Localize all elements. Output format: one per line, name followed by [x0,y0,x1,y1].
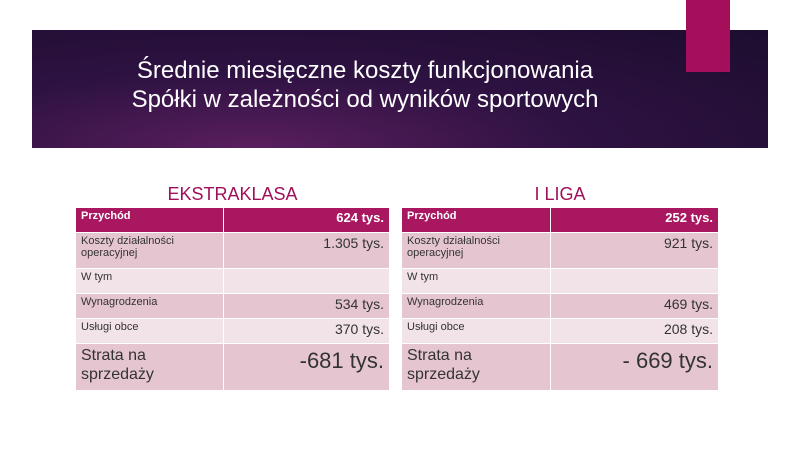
table-heading: EKSTRAKLASA [167,184,298,204]
row-label: Strata na sprzedaży [76,343,224,391]
row-value: 1.305 tys. [222,232,389,269]
table-row: Koszty działalności operacyjnej 1.305 tys… [76,232,389,269]
row-value: 921 tys. [550,232,718,269]
table-row: Wynagrodzenia 534 tys. [76,293,389,319]
data-table: Przychód 624 tys. Koszty działalności oper… [76,208,389,391]
row-value: 252 tys. [550,208,718,233]
row-label: Strata na sprzedaży [402,343,551,391]
row-label: Koszty działalności operacyjnej [402,232,551,269]
title-line: Spółki w zależności od wyników sportowyc… [131,86,599,113]
row-value: 534 tys. [222,293,389,319]
row-label: Przychód [76,208,224,233]
table-body: Przychód 252 tys. Koszty działalności oper… [402,208,718,391]
row-label: Koszty działalności operacyjnej [76,232,224,269]
table-row: Koszty działalności operacyjnej 921 tys. [402,232,718,269]
table-block: EKSTRAKLASA Przychód 624 tys. Koszty działa… [76,180,389,391]
row-value: - 669 tys. [550,343,718,391]
row-value: 469 tys. [550,293,718,319]
row-label: Usługi obce [76,318,224,344]
row-label: W tym [76,268,224,294]
table-row: W tym [76,268,389,294]
row-label: Wynagrodzenia [402,293,551,319]
table-heading: I LIGA [534,184,586,204]
title-banner [32,30,768,148]
table-row: Strata na sprzedaży - 669 tys. [402,343,718,391]
table-row: W tym [402,268,718,294]
accent-bar [686,0,730,72]
table-body: Przychód 624 tys. Koszty działalności oper… [76,208,389,391]
row-value: 208 tys. [550,318,718,344]
row-label: Wynagrodzenia [76,293,224,319]
row-label: Usługi obce [402,318,551,344]
row-value: 370 tys. [222,318,389,344]
table-row: Strata na sprzedaży -681 tys. [76,343,389,391]
title-line: Średnie miesięczne koszty funkcjonowania [136,57,594,84]
data-table: Przychód 252 tys. Koszty działalności oper… [402,208,718,391]
slide-title: Średnie miesięczne koszty funkcjonowania… [40,56,690,114]
row-value: -681 tys. [222,343,389,391]
table-row: Usługi obce 208 tys. [402,318,718,344]
row-label: W tym [402,268,551,294]
table-row: Przychód 252 tys. [402,208,718,233]
row-value: 624 tys. [222,208,389,233]
table-row: Przychód 624 tys. [76,208,389,233]
table-row: Usługi obce 370 tys. [76,318,389,344]
row-value [550,268,718,294]
table-block: I LIGA Przychód 252 tys. Koszty działalnośc… [402,180,718,391]
table-row: Wynagrodzenia 469 tys. [402,293,718,319]
row-label: Przychód [402,208,551,233]
row-value [222,268,389,294]
